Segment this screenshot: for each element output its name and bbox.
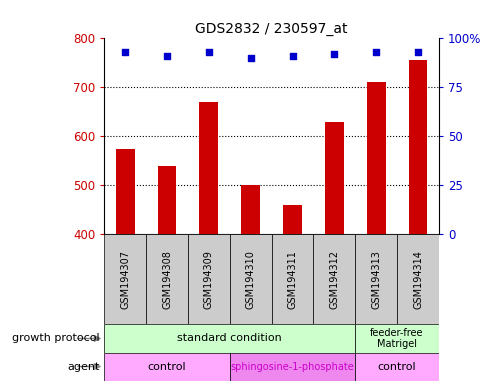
Bar: [283, 205, 302, 234]
Text: GSM194314: GSM194314: [412, 250, 422, 309]
Text: GSM194310: GSM194310: [245, 250, 255, 309]
Bar: [146, 234, 188, 324]
Bar: [157, 166, 176, 234]
Text: GSM194307: GSM194307: [120, 250, 130, 309]
Bar: [199, 102, 218, 234]
Point: [163, 53, 170, 59]
Bar: [104, 353, 229, 381]
Bar: [324, 122, 343, 234]
Text: sphingosine-1-phosphate: sphingosine-1-phosphate: [230, 361, 354, 372]
Title: GDS2832 / 230597_at: GDS2832 / 230597_at: [195, 22, 347, 36]
Bar: [187, 234, 229, 324]
Bar: [241, 185, 259, 234]
Text: GSM194308: GSM194308: [162, 250, 172, 309]
Text: GSM194309: GSM194309: [203, 250, 213, 309]
Text: growth protocol: growth protocol: [12, 333, 99, 344]
Bar: [354, 353, 438, 381]
Text: GSM194312: GSM194312: [329, 250, 339, 309]
Bar: [229, 234, 271, 324]
Bar: [116, 149, 135, 234]
Text: control: control: [377, 361, 416, 372]
Bar: [313, 234, 354, 324]
Point: [330, 51, 337, 57]
Point: [288, 53, 296, 59]
Point: [205, 49, 212, 55]
Point: [121, 49, 129, 55]
Text: GSM194311: GSM194311: [287, 250, 297, 309]
Bar: [354, 324, 438, 353]
Text: agent: agent: [67, 361, 99, 372]
Bar: [408, 60, 426, 234]
Point: [246, 55, 254, 61]
Bar: [354, 234, 396, 324]
Bar: [271, 234, 313, 324]
Text: GSM194313: GSM194313: [370, 250, 380, 309]
Bar: [229, 353, 354, 381]
Text: standard condition: standard condition: [177, 333, 282, 344]
Bar: [104, 234, 146, 324]
Text: control: control: [148, 361, 186, 372]
Bar: [104, 324, 354, 353]
Point: [413, 49, 421, 55]
Bar: [366, 83, 385, 234]
Bar: [396, 234, 438, 324]
Text: feeder-free
Matrigel: feeder-free Matrigel: [370, 328, 423, 349]
Point: [372, 49, 379, 55]
